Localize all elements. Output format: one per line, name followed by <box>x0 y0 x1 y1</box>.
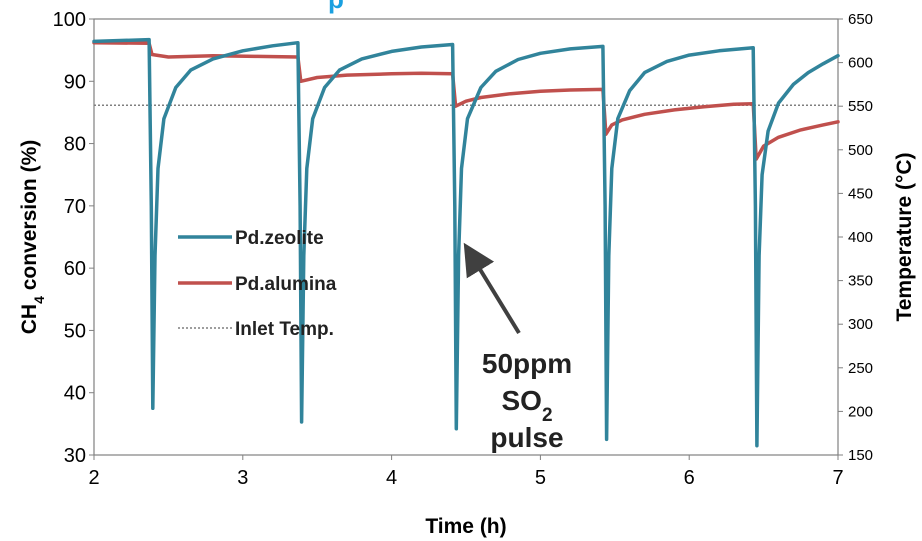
y-tick-label: 100 <box>53 9 86 31</box>
x-tick-label: 2 <box>88 467 99 489</box>
y2-tick-label: 150 <box>848 447 873 464</box>
annotation-line-1: 50ppm <box>482 348 572 379</box>
annotation-line-3: pulse <box>490 422 563 453</box>
y-axis-title-prefix: CH <box>18 304 41 334</box>
y-tick-label: 90 <box>64 71 86 93</box>
y2-tick-label: 550 <box>848 98 873 115</box>
series-group <box>92 37 840 448</box>
x-axis-title: Time (h) <box>425 515 506 538</box>
annotation-line-2-text: SO <box>501 385 541 416</box>
y-tick-label: 70 <box>64 196 86 218</box>
annotation-arrow <box>463 242 521 335</box>
y2-axis-title: Temperature (°C) <box>893 152 916 321</box>
y-tick-label: 50 <box>64 320 86 342</box>
x-tick-label: 4 <box>386 467 397 489</box>
y2-tick-label: 650 <box>848 11 873 28</box>
y-tick-label: 40 <box>64 383 86 405</box>
y2-tick-label: 600 <box>848 55 873 72</box>
y-axis-ticks: 30 40 50 60 70 80 90 100 <box>53 9 94 467</box>
legend-label-pd-alumina: Pd.alumina <box>235 274 337 295</box>
annotation-line-2: SO2 <box>501 385 552 426</box>
y-tick-label: 60 <box>64 258 86 280</box>
x-tick-label: 7 <box>832 467 843 489</box>
y2-tick-label: 200 <box>848 403 873 420</box>
y2-tick-label: 400 <box>848 229 873 246</box>
x-axis-ticks: 2 3 4 5 6 7 <box>88 455 844 489</box>
y-tick-label: 80 <box>64 134 86 156</box>
y-axis-title-suffix: conversion (%) <box>18 140 41 296</box>
x-tick-label: 3 <box>237 467 248 489</box>
y2-tick-label: 450 <box>848 185 873 202</box>
series-line-pd-zeolite <box>92 37 840 448</box>
chart-title-fragment: p <box>328 0 344 14</box>
y-axis-title: CH4 conversion (%) <box>18 140 47 335</box>
y2-tick-label: 250 <box>848 360 873 377</box>
y2-tick-label: 300 <box>848 316 873 333</box>
y-tick-label: 30 <box>64 445 86 467</box>
legend: Pd.zeolite Pd.alumina Inlet Temp. <box>178 228 337 340</box>
y2-tick-label: 500 <box>848 142 873 159</box>
annotation-line-2-subscript: 2 <box>542 405 553 426</box>
y-axis-title-subscript: 4 <box>31 296 47 304</box>
x-tick-label: 6 <box>684 467 695 489</box>
x-tick-label: 5 <box>535 467 546 489</box>
legend-label-inlet-temp: Inlet Temp. <box>235 319 334 340</box>
y2-tick-label: 350 <box>848 273 873 290</box>
legend-label-pd-zeolite: Pd.zeolite <box>235 228 324 249</box>
y2-axis-ticks: 150 200 250 300 350 400 450 500 550 600 650 <box>838 11 873 464</box>
so2-pulse-annotation: 50ppm SO2 pulse <box>463 242 572 453</box>
